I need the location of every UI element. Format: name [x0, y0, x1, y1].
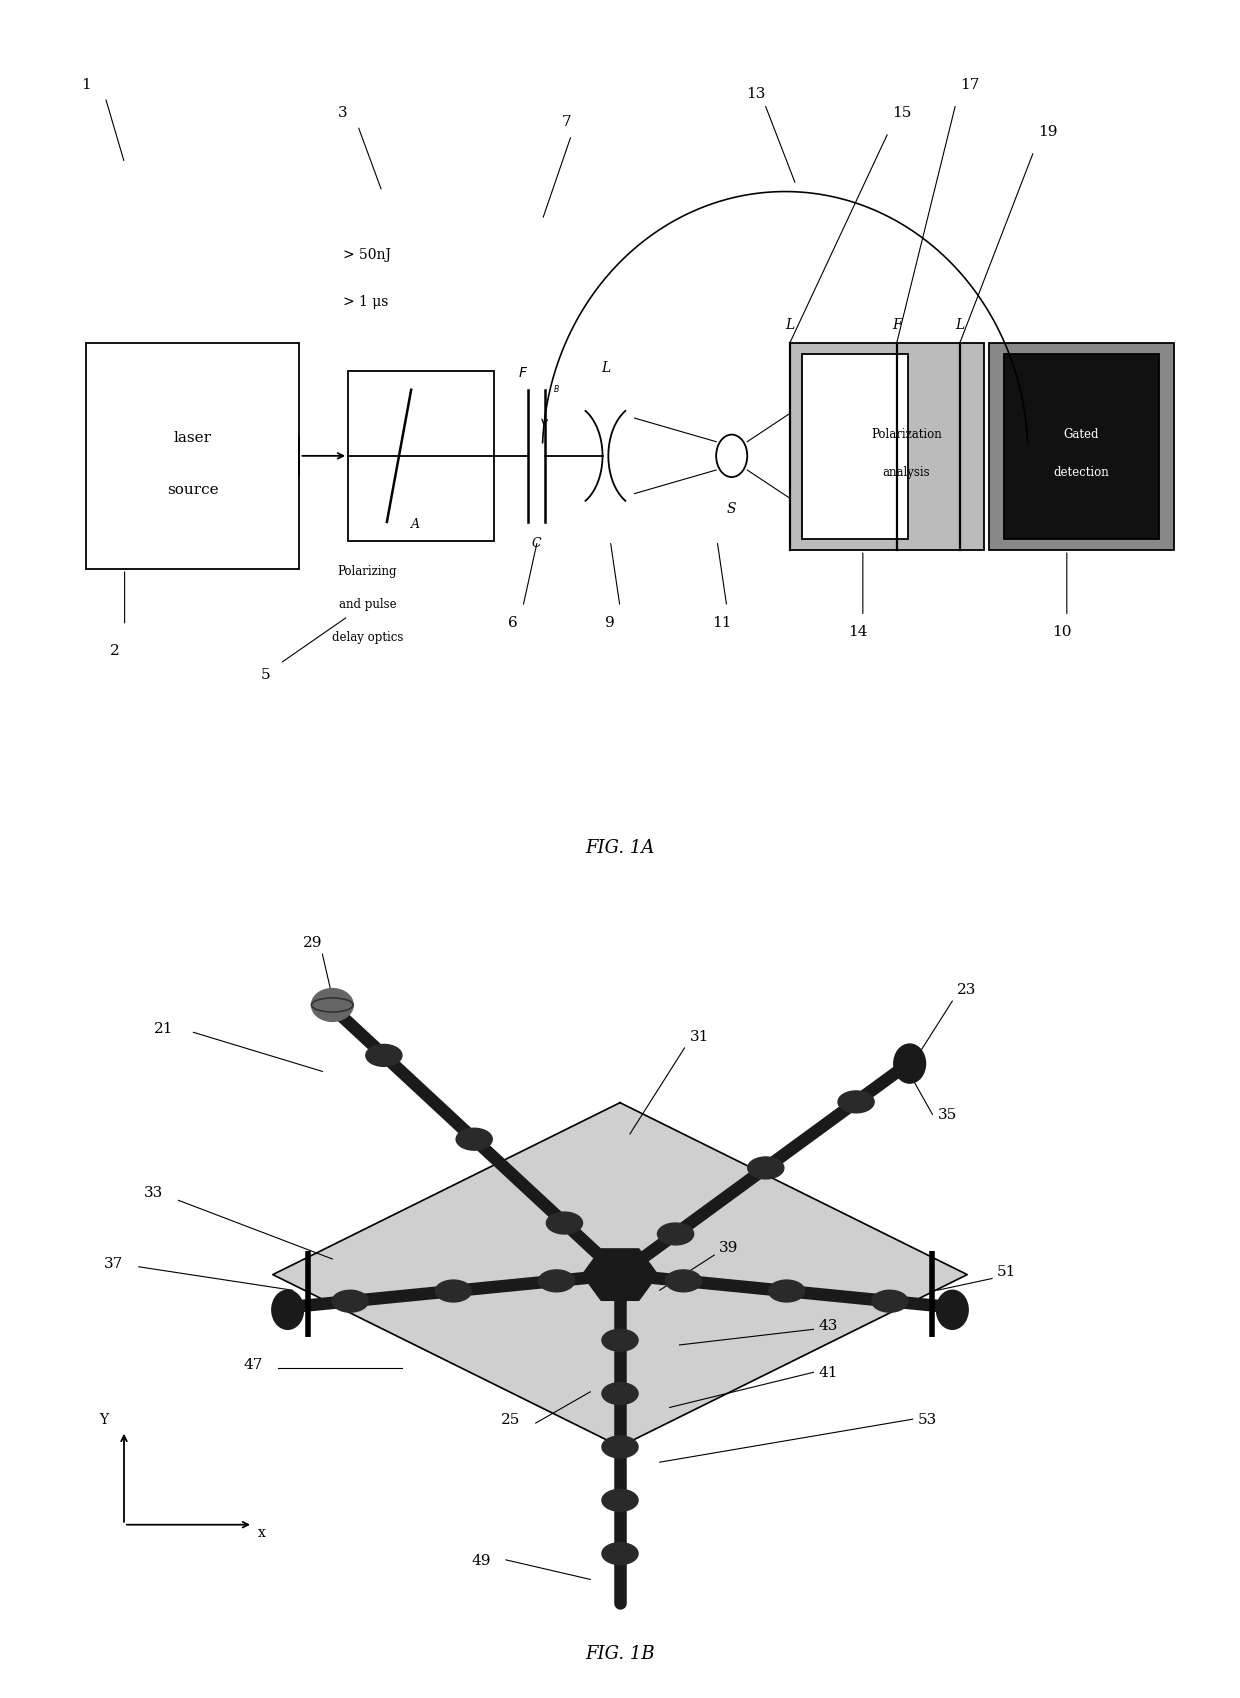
- Text: 51: 51: [997, 1263, 1017, 1279]
- Text: 41: 41: [818, 1365, 838, 1379]
- Text: L: L: [955, 318, 965, 333]
- Ellipse shape: [601, 1543, 639, 1564]
- Bar: [801, 355, 909, 540]
- Text: 43: 43: [818, 1319, 838, 1333]
- Text: C: C: [532, 537, 542, 548]
- Text: 9: 9: [605, 615, 615, 630]
- Text: 21: 21: [154, 1022, 174, 1036]
- Polygon shape: [583, 1250, 657, 1301]
- Ellipse shape: [838, 1092, 874, 1114]
- Text: 39: 39: [719, 1241, 739, 1255]
- Bar: [1003, 355, 1159, 540]
- Ellipse shape: [435, 1280, 471, 1302]
- Ellipse shape: [272, 1290, 304, 1330]
- Text: S: S: [727, 503, 737, 516]
- Text: FIG. 1B: FIG. 1B: [585, 1644, 655, 1662]
- Text: detection: detection: [1054, 465, 1110, 479]
- Text: Y: Y: [99, 1413, 108, 1426]
- Text: 5: 5: [260, 667, 270, 681]
- Ellipse shape: [538, 1270, 574, 1292]
- Ellipse shape: [311, 988, 353, 1022]
- Text: 1: 1: [81, 78, 91, 92]
- Text: 17: 17: [960, 78, 980, 92]
- Text: F: F: [892, 318, 901, 333]
- Text: 53: 53: [918, 1413, 937, 1426]
- Ellipse shape: [601, 1489, 639, 1511]
- Text: 19: 19: [1038, 126, 1058, 139]
- Bar: [990, 343, 1174, 550]
- Text: 29: 29: [303, 936, 322, 949]
- Text: analysis: analysis: [883, 465, 930, 479]
- Text: Gated: Gated: [1064, 428, 1099, 441]
- Text: 31: 31: [689, 1029, 709, 1044]
- Ellipse shape: [601, 1382, 639, 1404]
- Text: and pulse: and pulse: [339, 598, 397, 611]
- Ellipse shape: [769, 1280, 805, 1302]
- Ellipse shape: [601, 1437, 639, 1459]
- Bar: [348, 372, 494, 542]
- Text: 2: 2: [110, 644, 120, 657]
- Ellipse shape: [894, 1044, 925, 1083]
- Text: 13: 13: [746, 87, 765, 102]
- Text: FIG. 1A: FIG. 1A: [585, 839, 655, 857]
- Ellipse shape: [748, 1158, 784, 1178]
- Text: 33: 33: [144, 1185, 164, 1200]
- Text: 14: 14: [848, 625, 868, 638]
- Text: 7: 7: [562, 115, 572, 129]
- Text: $F$: $F$: [518, 365, 528, 379]
- Ellipse shape: [717, 435, 748, 477]
- Text: 25: 25: [501, 1413, 521, 1426]
- Text: 10: 10: [1053, 625, 1071, 638]
- Text: 15: 15: [892, 105, 911, 121]
- Text: 23: 23: [957, 983, 977, 997]
- Ellipse shape: [872, 1290, 908, 1313]
- Polygon shape: [273, 1104, 967, 1447]
- Text: 35: 35: [937, 1107, 957, 1122]
- Text: x: x: [258, 1525, 265, 1540]
- Ellipse shape: [666, 1270, 702, 1292]
- Text: delay optics: delay optics: [332, 632, 403, 644]
- Text: > 50nJ: > 50nJ: [343, 248, 391, 261]
- Text: A: A: [412, 518, 420, 530]
- Text: source: source: [167, 482, 218, 496]
- Text: L: L: [785, 318, 795, 333]
- Text: 47: 47: [243, 1358, 263, 1372]
- Text: 11: 11: [712, 615, 732, 630]
- Text: 37: 37: [104, 1257, 124, 1270]
- Ellipse shape: [601, 1330, 639, 1352]
- Ellipse shape: [366, 1044, 402, 1066]
- Text: L: L: [601, 360, 610, 375]
- Ellipse shape: [332, 1290, 368, 1313]
- Text: $_B$: $_B$: [553, 384, 560, 396]
- Text: 3: 3: [339, 105, 348, 121]
- Ellipse shape: [456, 1129, 492, 1151]
- Text: 6: 6: [508, 615, 518, 630]
- Text: Polarization: Polarization: [872, 428, 942, 441]
- Bar: [86, 343, 300, 571]
- Text: 49: 49: [471, 1554, 491, 1567]
- Text: laser: laser: [174, 431, 212, 445]
- Text: > 1 μs: > 1 μs: [343, 295, 388, 309]
- Ellipse shape: [936, 1290, 968, 1330]
- Text: Polarizing: Polarizing: [337, 565, 397, 577]
- Ellipse shape: [657, 1223, 693, 1245]
- Bar: [790, 343, 985, 550]
- Ellipse shape: [547, 1212, 583, 1234]
